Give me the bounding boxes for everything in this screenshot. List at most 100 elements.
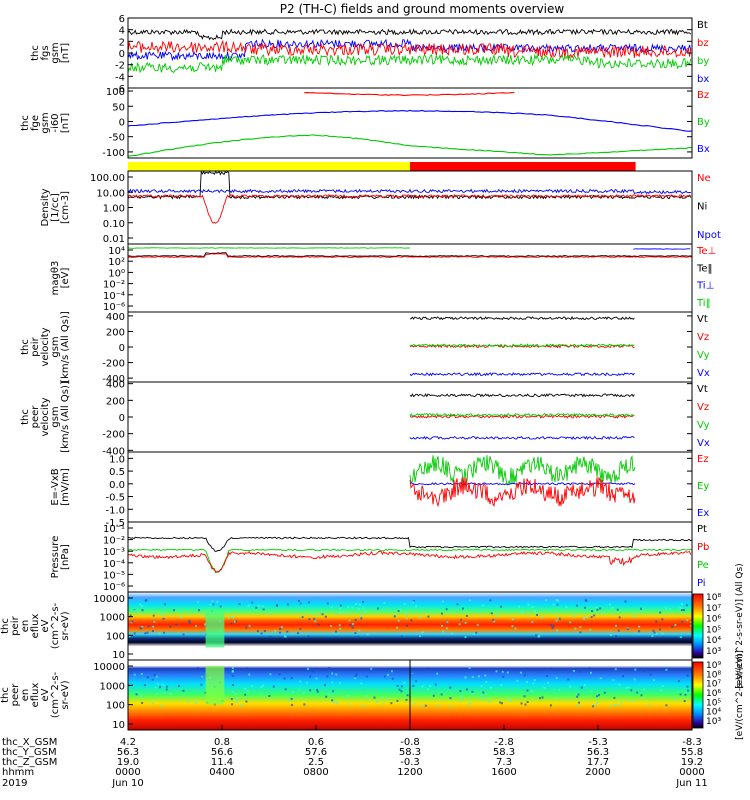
spectrogram-speckle xyxy=(400,635,403,638)
spectrogram-speckle xyxy=(520,702,523,705)
spectrogram-speckle xyxy=(328,693,331,696)
spectrogram-speckle xyxy=(139,603,142,606)
ytick-label: -1.5 xyxy=(105,518,125,529)
spectrogram-speckle xyxy=(470,693,473,696)
spectrogram-speckle xyxy=(141,701,144,704)
spectrogram-speckle xyxy=(545,599,548,602)
spectrogram-speckle xyxy=(397,619,400,622)
spectrogram-speckle xyxy=(141,625,144,628)
spectrogram-speckle xyxy=(203,614,206,617)
ytick-label: -100 xyxy=(102,148,125,159)
spectrogram-speckle xyxy=(566,697,569,700)
spectrogram-speckle xyxy=(489,599,492,602)
spectrogram-speckle xyxy=(292,691,295,694)
spectrogram-speckle xyxy=(357,635,360,638)
spectrogram-speckle xyxy=(396,699,399,702)
spectrogram-speckle xyxy=(685,604,688,607)
ylabel-line: magθ3 xyxy=(50,261,61,296)
ytick-label: 100.00 xyxy=(90,173,125,184)
spectrogram-speckle xyxy=(346,694,349,697)
spectrogram-speckle xyxy=(307,601,310,604)
spectrogram-speckle xyxy=(523,674,526,677)
ytick-label: 10² xyxy=(108,257,125,268)
spectrogram-speckle xyxy=(543,686,546,689)
spectrogram-speckle xyxy=(436,704,439,707)
spectrogram-speckle xyxy=(399,608,402,611)
spectrogram-speckle xyxy=(669,608,672,611)
ytick-label: 0 xyxy=(119,413,125,424)
spectrogram-speckle xyxy=(197,667,200,670)
trace-pt xyxy=(128,536,692,552)
legend-entry: bx xyxy=(697,74,709,85)
spectrogram-speckle xyxy=(397,610,400,613)
spectrogram-speckle xyxy=(262,605,265,608)
spectrogram-speckle xyxy=(640,607,643,610)
spectrogram-speckle xyxy=(152,625,155,628)
ytick-label: 0.01 xyxy=(103,234,125,245)
panel-spectrogram-ylabel: thc peir en eflux eV (cm^2-s-sr-eV) xyxy=(0,602,71,649)
spectrogram-speckle xyxy=(526,689,529,692)
spectrogram-speckle xyxy=(238,603,241,606)
spectrogram-speckle xyxy=(143,684,146,687)
spectrogram-speckle xyxy=(333,701,336,704)
ytick-label: 0.10 xyxy=(103,219,125,230)
colorbar-tick-label: 10⁸ xyxy=(706,593,721,603)
spectrogram-speckle xyxy=(406,694,409,697)
ylabel-line: [nPa] xyxy=(60,544,71,570)
spectrogram-speckle xyxy=(449,705,452,708)
figure-title: P2 (TH-C) fields and ground moments over… xyxy=(280,2,565,16)
spectrogram-speckle xyxy=(649,673,652,676)
spectrogram-speckle xyxy=(256,630,259,633)
spectrogram-speckle xyxy=(236,700,239,703)
spectrogram-speckle xyxy=(203,623,206,626)
spectrogram-speckle xyxy=(246,690,249,693)
spectrogram-speckle xyxy=(286,630,289,633)
spectrogram-speckle xyxy=(323,683,326,686)
mode-bar-segment xyxy=(410,162,636,171)
xtick-label: 1600 xyxy=(491,767,516,778)
spectrogram-speckle xyxy=(303,703,306,706)
spectrogram-speckle xyxy=(140,672,143,675)
spectrogram-speckle xyxy=(573,614,576,617)
trace-ey xyxy=(409,455,636,485)
spectrogram-speckle xyxy=(338,607,341,610)
ylabel-line: E=-VxB xyxy=(50,468,61,505)
spectrogram-speckle xyxy=(396,626,399,629)
spectrogram-speckle xyxy=(387,673,390,676)
spectrogram-speckle xyxy=(614,624,617,627)
spectrogram-speckle xyxy=(321,613,324,616)
efield-traces xyxy=(409,455,636,508)
trace-ez xyxy=(409,476,636,508)
ylabel-line: peer xyxy=(30,405,41,429)
spectrogram-speckle xyxy=(332,691,335,694)
spectrogram-speckle xyxy=(680,609,683,612)
spectrogram-speckle xyxy=(468,667,471,670)
spectrogram-speckle xyxy=(405,612,408,615)
colorbar-tick-label: 10⁶ xyxy=(706,615,721,625)
spectrogram-speckle xyxy=(316,690,319,693)
spectrogram-speckle xyxy=(682,609,685,612)
trace-ni xyxy=(128,171,692,200)
spectrogram-speckle xyxy=(674,623,677,626)
spectrogram-speckle xyxy=(355,673,358,676)
ylabel-line: (cm^2-s- xyxy=(50,602,61,649)
spectrogram-speckle xyxy=(440,624,443,627)
panel-velocity-ylabel: thc peer velocity gsm [km/s (All Qs)] xyxy=(20,381,71,453)
pressure-traces xyxy=(128,536,692,574)
spectrogram-speckle xyxy=(355,603,358,606)
ytick-label: 10⁻² xyxy=(103,280,125,291)
ytick-label: 400 xyxy=(106,312,125,323)
spectrogram-speckle xyxy=(305,681,308,684)
spectrogram-speckle xyxy=(535,634,538,637)
spectrogram-speckle xyxy=(158,632,161,635)
spectrogram-speckle xyxy=(555,676,558,679)
spectrogram-speckle xyxy=(182,633,185,636)
spectrogram-speckle xyxy=(486,696,489,699)
spectrogram-speckle xyxy=(133,609,136,612)
spectrogram-speckle xyxy=(332,690,335,693)
ylabel-line: thc xyxy=(20,409,31,425)
ylabel-line: Density xyxy=(40,188,51,226)
spectrogram-speckle xyxy=(446,621,449,624)
spectrogram-speckle xyxy=(549,704,552,707)
